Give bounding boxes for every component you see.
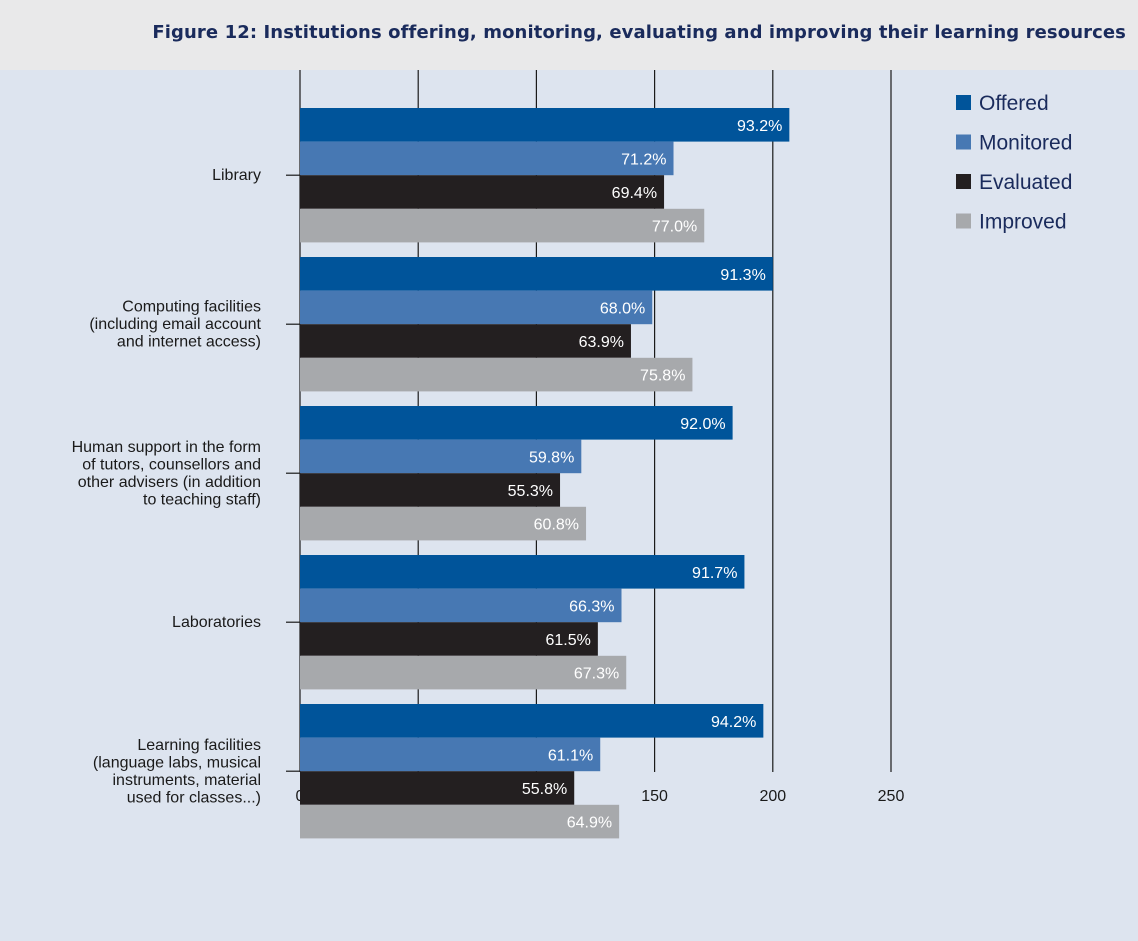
category-label-4-0: Learning facilities <box>137 737 261 754</box>
figure-title-band: Figure 12: Institutions offering, monito… <box>0 0 1138 70</box>
category-label-4-2: instruments, material <box>113 772 262 789</box>
bar-offered-2 <box>300 406 733 440</box>
category-label-2-2: other advisers (in addition <box>78 474 261 491</box>
bar-evaluated-0 <box>300 175 665 209</box>
category-label-1-1: (including email account <box>89 316 261 333</box>
bar-improved-0 <box>300 208 705 243</box>
x-tick-label-150: 150 <box>641 788 668 805</box>
bar-label-evaluated-2: 55.3% <box>508 483 553 500</box>
bar-label-offered-2: 92.0% <box>680 416 725 433</box>
category-label-1-0: Computing facilities <box>122 299 261 316</box>
legend-swatch-monitored <box>956 134 971 150</box>
bar-label-evaluated-4: 55.8% <box>522 781 567 798</box>
bar-label-monitored-2: 59.8% <box>529 449 574 466</box>
bar-evaluated-2 <box>300 473 561 507</box>
bar-evaluated-4 <box>300 771 575 805</box>
bar-improved-1 <box>300 357 693 392</box>
category-label-4-1: (language labs, musical <box>93 754 261 771</box>
bar-monitored-2 <box>300 439 582 474</box>
category-label-2-3: to teaching staff) <box>143 491 261 508</box>
bar-offered-4 <box>300 704 764 738</box>
figure-title: Figure 12: Institutions offering, monito… <box>152 22 1126 43</box>
bar-monitored-0 <box>300 141 674 176</box>
bar-label-monitored-0: 71.2% <box>621 151 666 168</box>
bar-offered-0 <box>300 108 790 142</box>
category-label-2-0: Human support in the form <box>72 439 261 456</box>
bar-label-improved-4: 64.9% <box>567 815 612 832</box>
bar-improved-2 <box>300 506 587 541</box>
legend-label-offered: Offered <box>979 92 1049 115</box>
bar-offered-1 <box>300 257 773 291</box>
bar-monitored-4 <box>300 737 601 772</box>
bar-evaluated-3 <box>300 622 598 656</box>
bar-label-evaluated-3: 61.5% <box>545 632 590 649</box>
bar-label-improved-2: 60.8% <box>534 517 579 534</box>
bar-offered-3 <box>300 555 745 589</box>
bar-label-monitored-3: 66.3% <box>569 598 614 615</box>
x-tick-label-200: 200 <box>759 788 786 805</box>
legend-swatch-offered <box>956 95 971 110</box>
legend-swatch-evaluated <box>956 174 971 189</box>
category-label-0-0: Library <box>212 167 261 184</box>
bar-monitored-3 <box>300 588 622 623</box>
bar-label-evaluated-1: 63.9% <box>579 334 624 351</box>
bar-label-monitored-1: 68.0% <box>600 300 645 317</box>
chart-panel: 050100150200250Number of answers93.2%71.… <box>4 70 1134 938</box>
bar-label-offered-3: 91.7% <box>692 565 737 582</box>
bar-label-evaluated-0: 69.4% <box>612 185 657 202</box>
legend-label-improved: Improved <box>979 211 1067 234</box>
bar-evaluated-1 <box>300 324 631 358</box>
legend-swatch-improved <box>956 213 971 229</box>
bar-label-offered-0: 93.2% <box>737 118 782 135</box>
bar-label-monitored-4: 61.1% <box>548 747 593 764</box>
bar-label-offered-1: 91.3% <box>720 267 765 284</box>
category-label-1-2: and internet access) <box>117 334 261 351</box>
bar-label-offered-4: 94.2% <box>711 714 756 731</box>
bar-label-improved-0: 77.0% <box>652 219 697 236</box>
bar-monitored-1 <box>300 290 653 325</box>
bar-improved-4 <box>300 804 620 839</box>
bar-label-improved-3: 67.3% <box>574 666 619 683</box>
legend-label-monitored: Monitored <box>979 132 1072 155</box>
category-label-2-1: of tutors, counsellors and <box>82 456 261 473</box>
bar-label-improved-1: 75.8% <box>640 368 685 385</box>
x-tick-label-250: 250 <box>878 788 905 805</box>
legend-label-evaluated: Evaluated <box>979 171 1072 194</box>
category-label-4-3: used for classes...) <box>127 789 261 806</box>
bar-improved-3 <box>300 655 627 690</box>
bar-chart: 050100150200250Number of answers93.2%71.… <box>72 70 1072 839</box>
category-label-3-0: Laboratories <box>172 614 261 631</box>
